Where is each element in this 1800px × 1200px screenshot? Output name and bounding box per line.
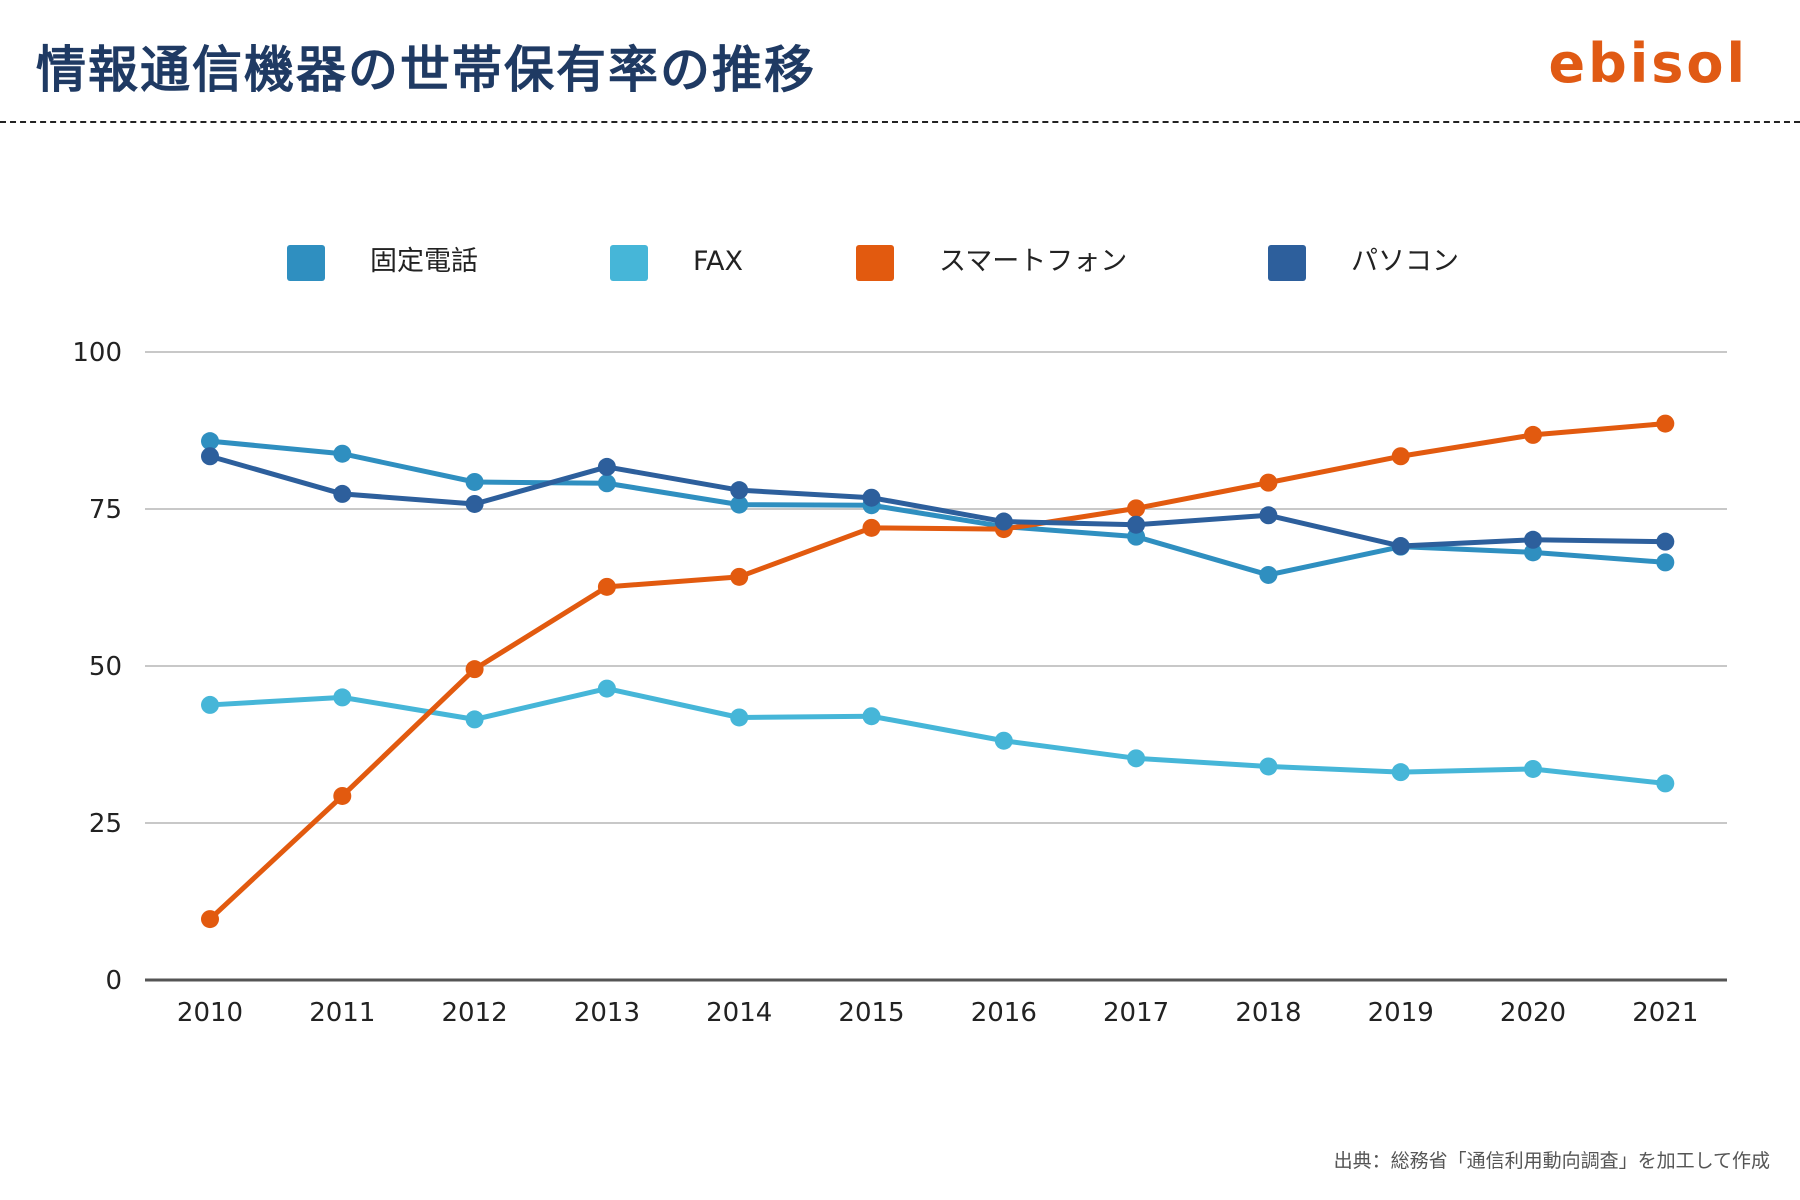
- x-tick-label: 2015: [838, 998, 904, 1028]
- x-axis-ticks: 2010 2011 2012 2013 2014 2015 2016 2017 2018 2019…: [177, 998, 1698, 1028]
- series-group: [201, 414, 1675, 929]
- data-point: [465, 710, 484, 729]
- data-point: [1524, 543, 1542, 562]
- data-point: [730, 708, 749, 727]
- series-line: [207, 686, 1668, 786]
- legend-swatch: [1268, 245, 1306, 281]
- x-tick-label: 2018: [1235, 998, 1301, 1028]
- data-point: [597, 577, 616, 596]
- data-point: [465, 472, 484, 491]
- x-tick-label: 2013: [574, 998, 640, 1028]
- data-point: [1259, 506, 1278, 525]
- data-point: [1524, 530, 1542, 549]
- data-point: [597, 474, 616, 493]
- legend-swatch: [287, 245, 325, 281]
- page-title: 情報通信機器の世帯保有率の推移: [36, 41, 816, 99]
- data-point: [333, 688, 352, 707]
- data-point: [465, 660, 484, 679]
- x-tick-label: 2014: [706, 998, 772, 1028]
- data-point: [730, 481, 749, 500]
- series-line: [207, 438, 1668, 578]
- legend-swatch: [856, 245, 894, 281]
- header-divider: [0, 121, 1800, 123]
- x-tick-label: 2010: [177, 998, 243, 1028]
- data-point: [201, 447, 219, 466]
- data-point: [1656, 774, 1675, 793]
- data-point: [201, 910, 219, 929]
- series-group: [201, 447, 1675, 556]
- data-point: [201, 695, 219, 714]
- y-tick-label: 25: [89, 809, 122, 839]
- data-point: [1524, 759, 1542, 778]
- data-point: [597, 457, 616, 476]
- legend-label: スマートフォン: [939, 246, 1127, 277]
- y-tick-label: 75: [89, 495, 122, 525]
- x-tick-label: 2017: [1103, 998, 1169, 1028]
- legend-swatch: [610, 245, 648, 281]
- legend-label: 固定電話: [370, 246, 478, 277]
- data-point: [1656, 414, 1675, 433]
- x-tick-label: 2021: [1632, 998, 1698, 1028]
- data-point: [1127, 749, 1146, 768]
- data-point: [201, 432, 219, 451]
- x-tick-label: 2020: [1500, 998, 1566, 1028]
- y-tick-label: 0: [105, 966, 122, 996]
- x-tick-label: 2012: [442, 998, 508, 1028]
- data-point: [994, 731, 1013, 750]
- data-point: [465, 494, 484, 513]
- legend-label: FAX: [693, 246, 743, 277]
- data-point: [1259, 473, 1278, 492]
- y-axis-ticks: 0 25 50 75 100: [72, 338, 122, 996]
- legend-label: パソコン: [1351, 246, 1459, 277]
- x-tick-label: 2019: [1368, 998, 1434, 1028]
- x-tick-label: 2016: [971, 998, 1037, 1028]
- chart-series: [201, 414, 1675, 929]
- data-point: [862, 518, 881, 537]
- data-point: [1127, 515, 1146, 534]
- data-point: [1391, 763, 1410, 782]
- chart-legend: 固定電話 FAX スマートフォン パソコン: [287, 245, 1459, 281]
- data-point: [1259, 565, 1278, 584]
- data-point: [1656, 553, 1675, 572]
- data-point: [994, 512, 1013, 531]
- data-point: [333, 786, 352, 805]
- data-point: [1259, 757, 1278, 776]
- series-line: [207, 421, 1668, 922]
- data-point: [1391, 537, 1410, 556]
- data-point: [333, 444, 352, 463]
- source-note: 出典：総務省「通信利用動向調査」を加工して作成: [1333, 1150, 1770, 1172]
- y-tick-label: 100: [72, 338, 122, 368]
- x-tick-label: 2011: [309, 998, 375, 1028]
- data-point: [1127, 499, 1146, 518]
- data-point: [333, 484, 352, 503]
- data-point: [862, 488, 881, 507]
- data-point: [1656, 532, 1675, 551]
- data-point: [1391, 447, 1410, 466]
- data-point: [597, 679, 616, 698]
- data-point: [862, 707, 881, 726]
- data-point: [730, 567, 749, 586]
- series-group: [201, 679, 1675, 793]
- series-line: [207, 453, 1668, 549]
- y-tick-label: 50: [89, 652, 122, 682]
- data-point: [1524, 425, 1542, 444]
- data-point: [730, 495, 749, 514]
- brand-logo: ebisol: [1548, 32, 1748, 95]
- chart-gridlines: [145, 351, 1727, 982]
